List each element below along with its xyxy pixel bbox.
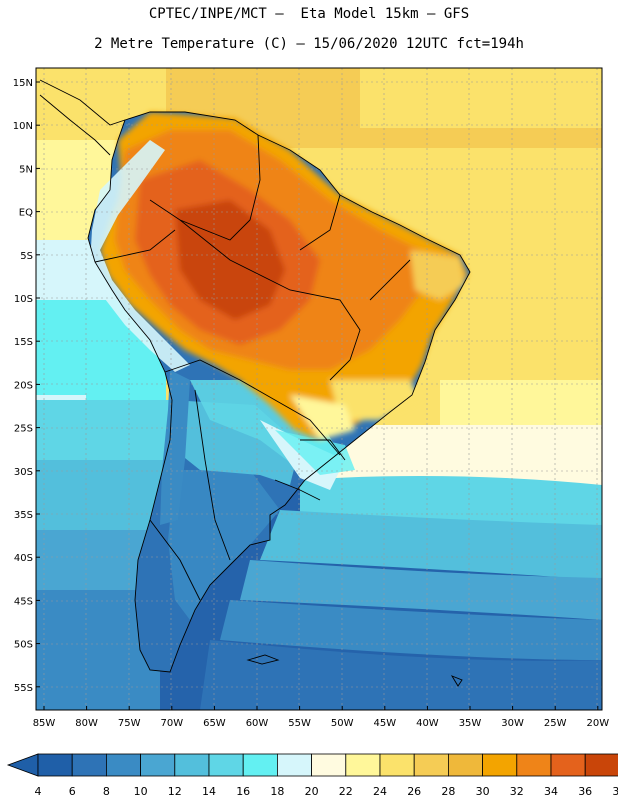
colorbar-label: 26 xyxy=(407,785,421,798)
colorbar-swatch xyxy=(37,753,73,777)
lat-label: 15S xyxy=(14,337,33,348)
colorbar-swatch xyxy=(242,753,278,777)
colorbar-label: 28 xyxy=(441,785,455,798)
lon-label: 80W xyxy=(75,718,98,729)
colorbar-label: 30 xyxy=(476,785,490,798)
colorbar-swatch xyxy=(140,753,176,777)
lat-label: 5N xyxy=(19,164,33,175)
graticule xyxy=(36,68,602,710)
colorbar: 4 6 8 10 12 14 16 18 20 22 24 26 28 30 32 34 36 38 xyxy=(6,753,618,798)
colorbar-label: 38 xyxy=(612,785,618,798)
lat-label: 45S xyxy=(14,596,33,607)
lat-label: 25S xyxy=(14,424,33,435)
lat-label: EQ xyxy=(19,208,33,219)
colorbar-swatch xyxy=(482,753,518,777)
lat-label: 20S xyxy=(14,380,33,391)
colorbar-swatch xyxy=(311,753,347,777)
lat-label: 15N xyxy=(13,78,33,89)
colorbar-label: 8 xyxy=(103,785,110,798)
lon-label: 75W xyxy=(118,718,141,729)
colorbar-swatch xyxy=(174,753,210,777)
lon-label: 70W xyxy=(160,718,183,729)
colorbar-swatch xyxy=(550,753,586,777)
colorbar-label: 22 xyxy=(339,785,353,798)
colorbar-label: 14 xyxy=(202,785,216,798)
lat-label: 40S xyxy=(14,553,33,564)
lon-label: 55W xyxy=(288,718,311,729)
lon-label: 65W xyxy=(203,718,226,729)
colorbar-label: 36 xyxy=(578,785,592,798)
colorbar-label: 34 xyxy=(544,785,558,798)
colorbar-swatch xyxy=(516,753,552,777)
colorbar-arrow-low xyxy=(6,753,39,777)
colorbar-swatch xyxy=(379,753,415,777)
colorbar-label: 24 xyxy=(373,785,387,798)
lon-label: 60W xyxy=(246,718,269,729)
colorbar-label: 32 xyxy=(510,785,524,798)
colorbar-label: 16 xyxy=(236,785,250,798)
colorbar-swatch xyxy=(71,753,107,777)
lon-label: 35W xyxy=(459,718,482,729)
lat-label: 10N xyxy=(13,121,33,132)
colorbar-swatch xyxy=(276,753,312,777)
coastlines-borders xyxy=(39,79,471,673)
lat-label: 55S xyxy=(14,683,33,694)
colorbar-label: 12 xyxy=(168,785,182,798)
latitude-labels: 15N 10N 5N EQ 5S 10S 15S 20S 25S 30S 35S 40S 45S 50S 5… xyxy=(13,78,40,694)
colorbar-swatch xyxy=(447,753,483,777)
lat-label: 50S xyxy=(14,640,33,651)
lon-label: 20W xyxy=(586,718,609,729)
lat-label: 10S xyxy=(14,294,33,305)
lon-label: 30W xyxy=(501,718,524,729)
colorbar-swatch xyxy=(584,753,618,777)
title-line-2: 2 Metre Temperature (C) – 15/06/2020 12U… xyxy=(94,36,524,52)
colorbar-swatch xyxy=(413,753,449,777)
lat-label: 30S xyxy=(14,467,33,478)
lat-label: 5S xyxy=(20,251,33,262)
map-field xyxy=(36,68,602,710)
lon-label: 85W xyxy=(33,718,56,729)
colorbar-label: 4 xyxy=(35,785,42,798)
colorbar-label: 20 xyxy=(305,785,319,798)
lon-label: 50W xyxy=(331,718,354,729)
colorbar-label: 6 xyxy=(69,785,76,798)
colorbar-label: 10 xyxy=(134,785,148,798)
lon-label: 45W xyxy=(373,718,396,729)
lat-label: 35S xyxy=(14,510,33,521)
lon-label: 40W xyxy=(416,718,439,729)
colorbar-swatch xyxy=(106,753,142,777)
colorbar-label: 18 xyxy=(270,785,284,798)
colorbar-swatch xyxy=(208,753,244,777)
lon-label: 25W xyxy=(544,718,567,729)
longitude-labels: 85W 80W 75W 70W 65W 60W 55W 50W 45W 40W 35W 30W 25W 2… xyxy=(33,706,609,729)
title-line-1: CPTEC/INPE/MCT – Eta Model 15km – GFS xyxy=(148,6,470,22)
colorbar-swatch xyxy=(345,753,381,777)
map-frame xyxy=(35,67,603,711)
